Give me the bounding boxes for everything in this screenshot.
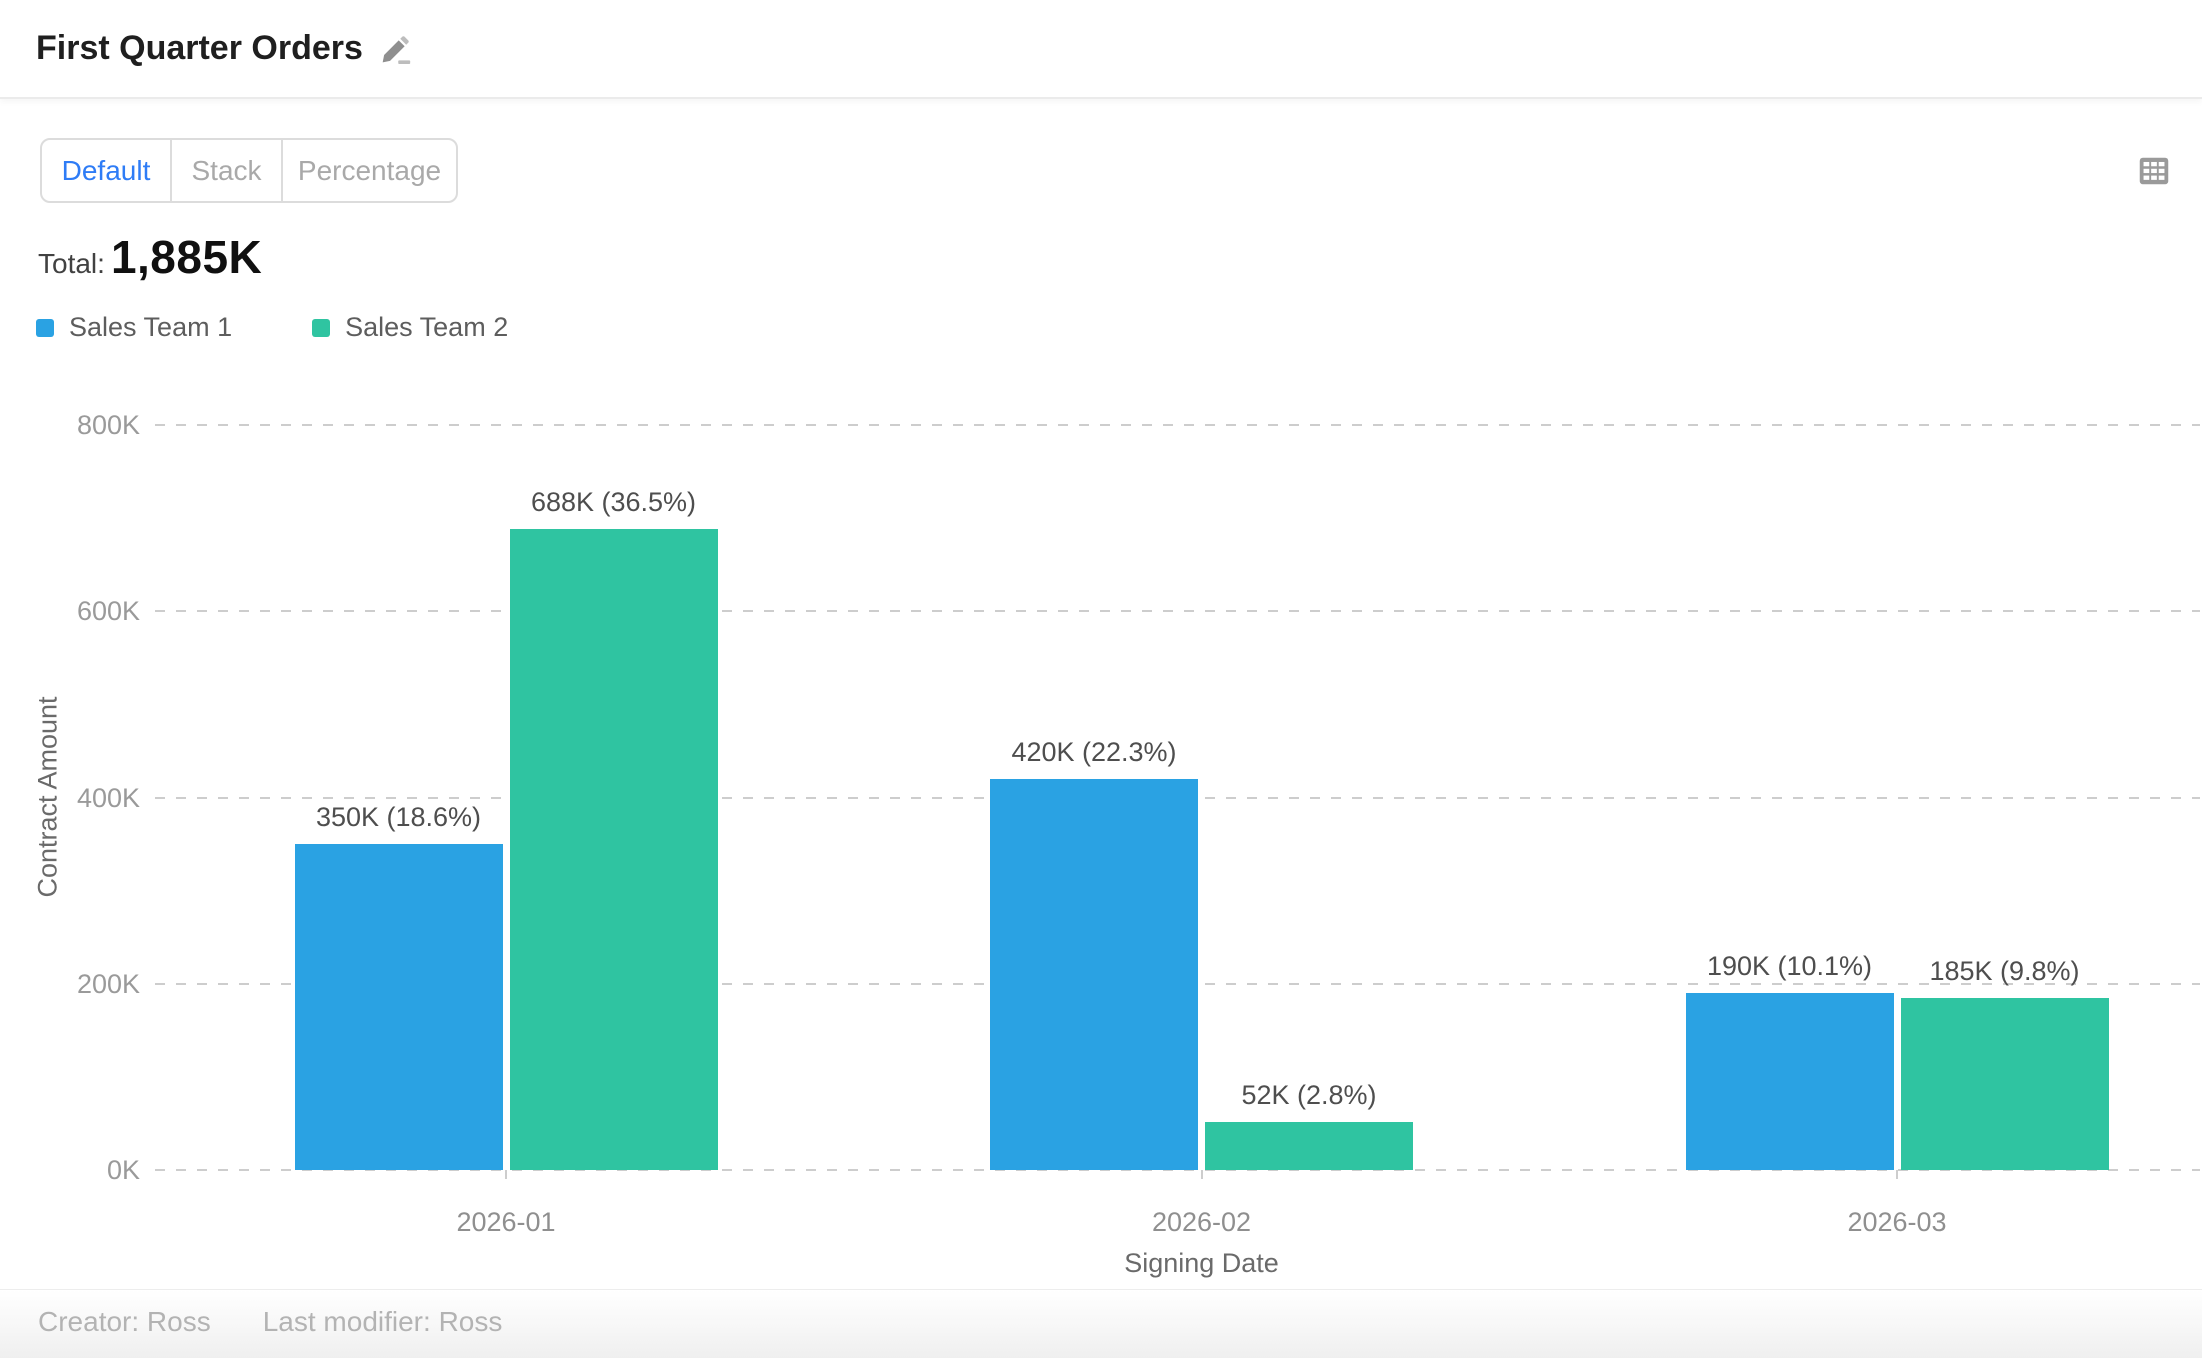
table-grid-icon: [2135, 152, 2173, 190]
y-tick-label: 600K: [76, 596, 140, 627]
bar-sales-team-1-2026-01[interactable]: [294, 844, 503, 1170]
x-tick-label-2026-01: 2026-01: [456, 1207, 556, 1237]
gridline-600K: [155, 610, 2200, 613]
total-label: Total:: [38, 248, 105, 279]
last-modifier-text: Last modifier: Ross: [262, 1306, 503, 1337]
x-tick-label-2026-02: 2026-02: [1151, 1207, 1252, 1237]
x-axis-tick: [1200, 1170, 1203, 1179]
x-axis-tick: [1896, 1170, 1898, 1179]
footer: Creator: Ross Last modifier: Ross: [0, 1289, 2202, 1358]
bar-value-label: 52K (2.8%): [1241, 1079, 1377, 1110]
total-summary: Total: 1,885K: [38, 230, 262, 284]
page-title: First Quarter Orders: [36, 29, 363, 67]
y-tick-label: 0K: [106, 1155, 140, 1185]
chart-legend: Sales Team 1 Sales Team 2: [36, 312, 508, 343]
bar-value-label: 190K (10.1%): [1706, 951, 1873, 982]
legend-swatch-sales-team-2: [312, 318, 331, 337]
gridline-800K: [155, 424, 2200, 426]
tab-stack[interactable]: Stack: [170, 140, 281, 201]
pencil-icon: [379, 32, 413, 66]
legend-swatch-sales-team-1: [36, 318, 54, 337]
tab-default[interactable]: Default: [42, 140, 170, 201]
header: First Quarter Orders: [0, 0, 2202, 99]
legend-item-sales-team-1[interactable]: Sales Team 1: [36, 312, 232, 343]
y-tick-label: 200K: [76, 968, 140, 999]
total-value: 1,885K: [110, 231, 263, 283]
bar-value-label: 688K (36.5%): [530, 487, 697, 518]
x-axis-title: Signing Date: [1124, 1248, 1279, 1278]
bar-value-label: 185K (9.8%): [1929, 955, 2080, 986]
bar-sales-team-2-2026-01[interactable]: [509, 529, 718, 1170]
bar-value-label: 420K (22.3%): [1011, 736, 1177, 767]
x-tick-label-2026-03: 2026-03: [1847, 1207, 1947, 1237]
gridline-0K: [155, 1169, 2200, 1171]
legend-label: Sales Team 1: [69, 312, 233, 342]
chart-mode-tabs: Default Stack Percentage: [40, 138, 458, 203]
bar-sales-team-2-2026-03[interactable]: [1900, 997, 2109, 1170]
creator-text: Creator: Ross: [38, 1306, 211, 1337]
y-tick-label: 800K: [76, 410, 140, 440]
bar-sales-team-1-2026-03[interactable]: [1685, 993, 1894, 1170]
legend-label: Sales Team 2: [345, 312, 509, 342]
edit-title-button[interactable]: [379, 32, 413, 66]
tab-percentage[interactable]: Percentage: [281, 140, 456, 201]
bar-value-label: 350K (18.6%): [315, 802, 482, 833]
y-tick-label: 400K: [76, 782, 140, 813]
legend-item-sales-team-2[interactable]: Sales Team 2: [312, 312, 508, 343]
bar-sales-team-2-2026-02[interactable]: [1205, 1121, 1413, 1170]
bar-sales-team-1-2026-02[interactable]: [990, 778, 1198, 1170]
table-view-button[interactable]: [2135, 152, 2173, 190]
x-axis-tick: [505, 1170, 507, 1179]
